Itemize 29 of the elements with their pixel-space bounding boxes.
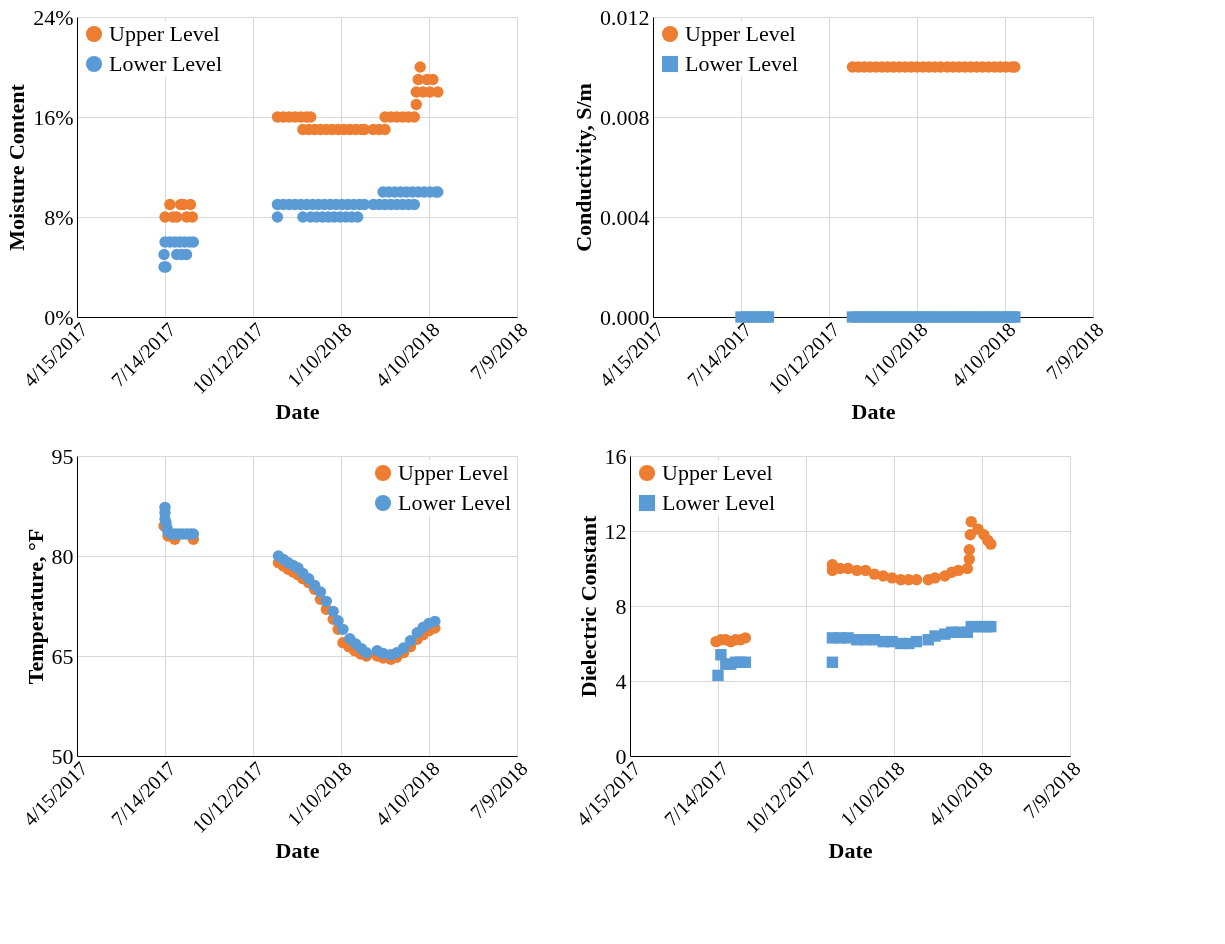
legend-label: Lower Level: [398, 490, 511, 515]
y-tick-label: 8: [615, 593, 627, 619]
legend-label: Lower Level: [109, 51, 222, 76]
y-tick-label: 12: [604, 518, 627, 544]
y-tick-label: 16%: [33, 104, 74, 130]
y-tick-label: 4: [615, 668, 627, 694]
legend-label: Lower Level: [685, 51, 798, 76]
y-tick-label: 0.004: [600, 204, 650, 230]
y-tick-label: 65: [51, 643, 74, 669]
legend-label: Upper Level: [398, 460, 509, 485]
x-axis-title: Date: [275, 838, 320, 864]
y-tick-label: 16: [604, 443, 627, 469]
y-axis-title: Temperature, °F: [22, 528, 48, 685]
legend-label: Lower Level: [662, 490, 775, 515]
y-axis-title: Dielectric Constant: [575, 515, 601, 698]
y-tick-label: 0.012: [600, 4, 650, 30]
y-tick-label: 24%: [33, 4, 74, 30]
legend-label: Upper Level: [685, 21, 796, 46]
y-tick-label: 0.008: [600, 104, 650, 130]
x-axis-title: Date: [275, 399, 320, 425]
legend-label: Upper Level: [662, 460, 773, 485]
x-axis-title: Date: [851, 399, 896, 425]
y-tick-label: 95: [51, 443, 74, 469]
y-tick-label: 80: [51, 543, 74, 569]
y-axis-title: Conductivity, S/m: [571, 83, 596, 252]
y-tick-label: 8%: [44, 204, 74, 230]
x-axis-title: Date: [828, 838, 873, 864]
legend-label: Upper Level: [109, 21, 220, 46]
y-axis-title: Moisture Content: [4, 83, 30, 251]
